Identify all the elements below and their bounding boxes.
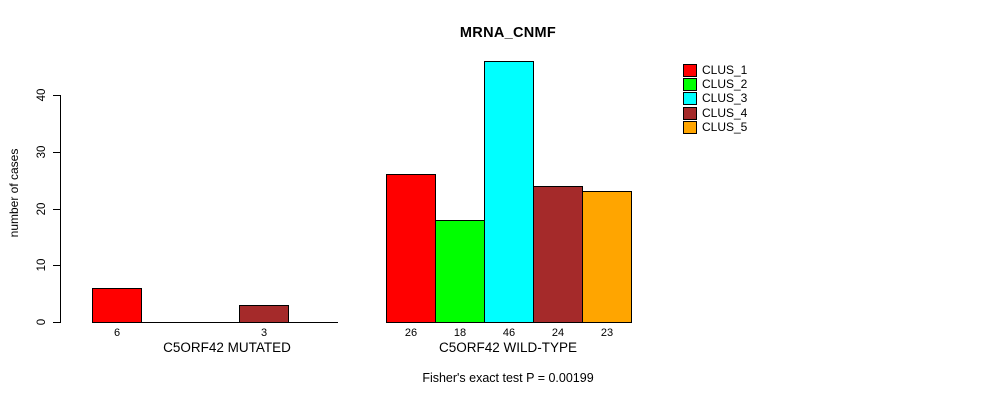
bar-value-label: 46 — [502, 327, 516, 339]
legend-label: CLUS_2 — [702, 76, 748, 91]
annotation-fisher-test: Fisher's exact test P = 0.00199 — [422, 371, 594, 385]
bar-CLUS_5 — [582, 191, 632, 323]
bar-value-label: 3 — [260, 327, 268, 339]
bar-CLUS_3 — [484, 61, 534, 323]
bar-value-label: 18 — [453, 327, 467, 339]
y-tick-label: 20 — [36, 202, 48, 215]
bar-value-label: 26 — [404, 327, 418, 339]
y-tick-mark — [53, 322, 61, 323]
y-tick-mark — [53, 265, 61, 267]
y-tick-label: 40 — [36, 88, 48, 102]
legend-item-CLUS_3: CLUS_3 — [683, 92, 747, 106]
x-group-label-wildtype: C5ORF42 WILD-TYPE — [438, 340, 578, 355]
x-group-label-mutated: C5ORF42 MUTATED — [163, 340, 291, 355]
legend-item-CLUS_2: CLUS_2 — [683, 77, 747, 91]
legend-label: CLUS_1 — [702, 62, 748, 77]
legend-swatch-CLUS_1 — [683, 63, 697, 77]
y-tick-mark — [53, 151, 61, 153]
legend-label: CLUS_5 — [702, 119, 748, 134]
bar-CLUS_2 — [435, 220, 485, 323]
legend-swatch-CLUS_4 — [683, 106, 697, 120]
legend-label: CLUS_4 — [702, 105, 748, 120]
legend-item-CLUS_4: CLUS_4 — [683, 106, 747, 120]
bar-value-label: 24 — [551, 327, 565, 339]
legend-swatch-CLUS_2 — [683, 77, 697, 91]
legend: CLUS_1 CLUS_2 CLUS_3 CLUS_4 CLUS_5 — [683, 63, 747, 134]
bar-value-label: 6 — [113, 327, 121, 339]
chart-title: MRNA_CNMF — [459, 25, 557, 41]
bar-CLUS_1 — [92, 288, 142, 323]
bar-CLUS_4 — [533, 186, 583, 323]
bar-CLUS_1 — [386, 174, 436, 323]
legend-item-CLUS_5: CLUS_5 — [683, 120, 747, 134]
y-tick-mark — [53, 208, 61, 210]
y-tick-mark — [53, 95, 61, 96]
legend-swatch-CLUS_5 — [683, 120, 697, 134]
y-tick-label: 30 — [36, 145, 48, 159]
y-tick-label: 10 — [36, 258, 48, 272]
x-axis-baseline — [92, 322, 338, 323]
legend-label: CLUS_3 — [702, 91, 748, 106]
bar-value-label: 23 — [600, 327, 614, 339]
legend-item-CLUS_1: CLUS_1 — [683, 63, 747, 77]
y-axis-title: number of cases — [7, 148, 21, 238]
legend-swatch-CLUS_3 — [683, 92, 697, 106]
bar-CLUS_4 — [239, 305, 289, 323]
y-tick-label: 0 — [36, 318, 48, 326]
